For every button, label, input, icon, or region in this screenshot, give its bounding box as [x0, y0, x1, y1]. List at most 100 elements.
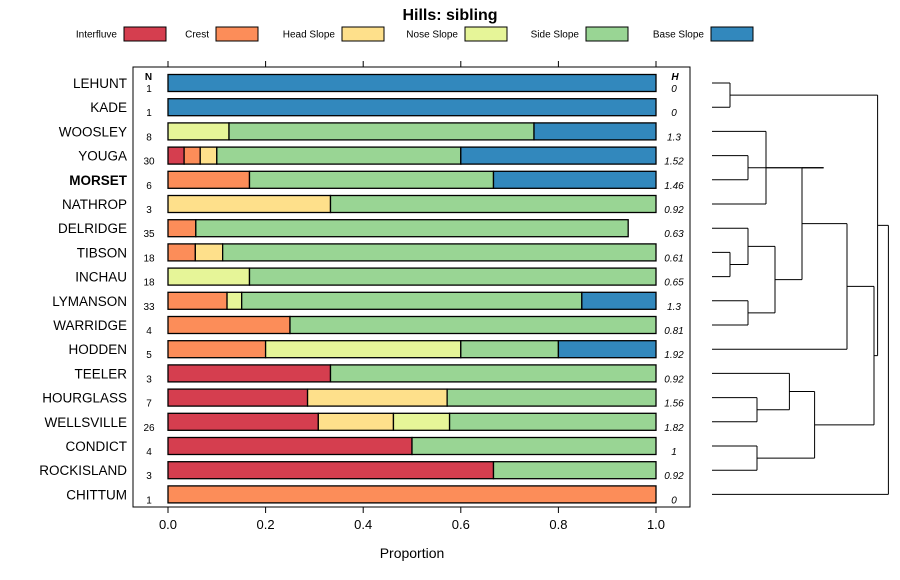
- row-h-value: 0.65: [664, 278, 684, 289]
- bar-segment: [248, 170, 495, 189]
- bar-segment: [167, 243, 196, 262]
- bar-segment: [306, 388, 448, 407]
- x-tick-label: 1.0: [647, 517, 665, 532]
- row-label: LEHUNT: [73, 76, 127, 91]
- row-h-value: 0: [671, 108, 677, 119]
- legend-swatch-2: [341, 26, 385, 42]
- row-n-value: 5: [146, 350, 152, 361]
- bar-segment: [194, 243, 224, 262]
- bar-segment: [241, 291, 583, 310]
- legend-label-4: Side Slope: [531, 30, 580, 41]
- row-n-value: 8: [146, 132, 152, 143]
- legend-label-5: Base Slope: [653, 30, 705, 41]
- bar-segment: [195, 219, 629, 238]
- bar-segment: [167, 388, 309, 407]
- row-h-value: 0.61: [664, 253, 683, 264]
- bar-segment: [167, 194, 332, 214]
- bar-segment: [167, 219, 197, 238]
- row-h-value: 0: [671, 495, 677, 506]
- row-h-value: 1.3: [667, 302, 681, 313]
- row-h-value: 1.52: [664, 157, 684, 168]
- row-label: TEELER: [74, 366, 127, 381]
- row-n-value: 3: [146, 471, 152, 482]
- bar-segment: [167, 170, 251, 189]
- bar-segment: [167, 267, 251, 286]
- row-n-value: 35: [143, 229, 155, 240]
- dendrogram: [712, 82, 889, 495]
- row-n-value: 26: [143, 423, 155, 434]
- row-label: LYMANSON: [52, 294, 127, 309]
- row-n-value: 1: [146, 108, 152, 119]
- row-h-value: 0.92: [664, 471, 684, 482]
- legend-swatch-5: [710, 26, 754, 42]
- legend-swatch-0: [123, 26, 167, 42]
- row-label: YOUGA: [78, 149, 127, 164]
- bar-segment: [581, 291, 657, 310]
- row-label: MORSET: [69, 173, 128, 188]
- bar-segment: [167, 146, 185, 165]
- bar-segment: [411, 436, 657, 456]
- bar-segment: [448, 412, 657, 431]
- row-n-value: 4: [146, 447, 152, 458]
- row-label: DELRIDGE: [58, 221, 127, 236]
- bar-segment: [216, 146, 462, 165]
- row-label: NATHROP: [62, 197, 127, 212]
- row-label: WELLSVILLE: [44, 415, 127, 430]
- legend-label-2: Head Slope: [283, 30, 336, 41]
- bar-segment: [329, 194, 657, 214]
- row-label: INCHAU: [75, 270, 127, 285]
- bar-segment: [492, 170, 657, 189]
- row-n-value: 33: [143, 302, 155, 313]
- bar-segment: [557, 340, 657, 359]
- row-n-value: 18: [143, 253, 155, 264]
- n-column-header: N: [145, 72, 152, 83]
- bar-segment: [533, 122, 657, 141]
- x-tick-label: 0.8: [549, 517, 567, 532]
- row-h-value: 0: [671, 84, 677, 95]
- bar-segment: [222, 243, 657, 262]
- row-n-value: 4: [146, 326, 152, 337]
- row-n-value: 3: [146, 374, 152, 385]
- row-h-value: 1.3: [667, 132, 681, 143]
- bar-segment: [167, 122, 230, 141]
- row-h-value: 0.92: [664, 205, 684, 216]
- row-label: ROCKISLAND: [39, 463, 127, 478]
- bar-segment: [167, 436, 413, 456]
- bar-segment: [289, 315, 657, 335]
- row-n-value: 18: [143, 278, 155, 289]
- bar-segment: [329, 364, 657, 383]
- bar-segment: [167, 461, 495, 480]
- h-column-header: H: [671, 72, 679, 83]
- row-h-value: 0.63: [664, 229, 684, 240]
- row-h-value: 1.82: [664, 423, 684, 434]
- legend-label-3: Nose Slope: [406, 30, 458, 41]
- bar-segment: [228, 122, 535, 141]
- row-h-value: 0.81: [664, 326, 683, 337]
- bar-segment: [167, 412, 319, 431]
- x-axis: 0.0 0.2 0.4 0.6 0.8 1.0: [159, 61, 665, 532]
- bar-segment: [226, 291, 243, 310]
- bar-segment: [199, 146, 218, 165]
- row-label: CHITTUM: [66, 487, 127, 502]
- bar-segment: [167, 291, 228, 310]
- x-tick-label: 0.4: [354, 517, 372, 532]
- bar-segment: [183, 146, 201, 165]
- legend-swatch-1: [215, 26, 259, 42]
- bar-segment: [492, 461, 657, 480]
- x-axis-label: Proportion: [380, 545, 445, 561]
- bar-segment: [392, 412, 451, 431]
- row-n-value: 7: [146, 399, 152, 410]
- legend: Interfluve Crest Head Slope Nose Slope Side …: [76, 26, 754, 42]
- x-tick-label: 0.0: [159, 517, 177, 532]
- bar-segment: [460, 340, 560, 359]
- row-h-value: 1.56: [664, 399, 684, 410]
- row-label: HODDEN: [68, 342, 127, 357]
- row-n-value: 6: [146, 181, 152, 192]
- bar-segment: [248, 267, 657, 286]
- row-n-value: 1: [146, 495, 152, 506]
- row-label: TIBSON: [77, 245, 127, 260]
- bar-segment: [167, 315, 291, 335]
- row-h-value: 1.46: [664, 181, 684, 192]
